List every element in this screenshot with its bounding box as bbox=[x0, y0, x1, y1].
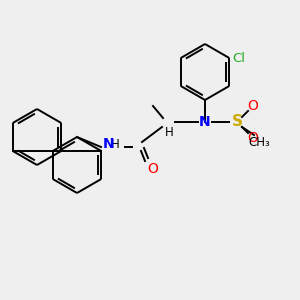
Text: H: H bbox=[165, 125, 173, 139]
Text: CH₃: CH₃ bbox=[248, 136, 270, 148]
Text: O: O bbox=[248, 131, 258, 145]
Text: N: N bbox=[103, 137, 115, 151]
Text: H: H bbox=[111, 137, 119, 151]
Text: O: O bbox=[148, 162, 158, 176]
Text: Cl: Cl bbox=[232, 52, 245, 64]
Text: S: S bbox=[232, 115, 242, 130]
Text: O: O bbox=[248, 99, 258, 113]
Text: N: N bbox=[199, 115, 211, 129]
